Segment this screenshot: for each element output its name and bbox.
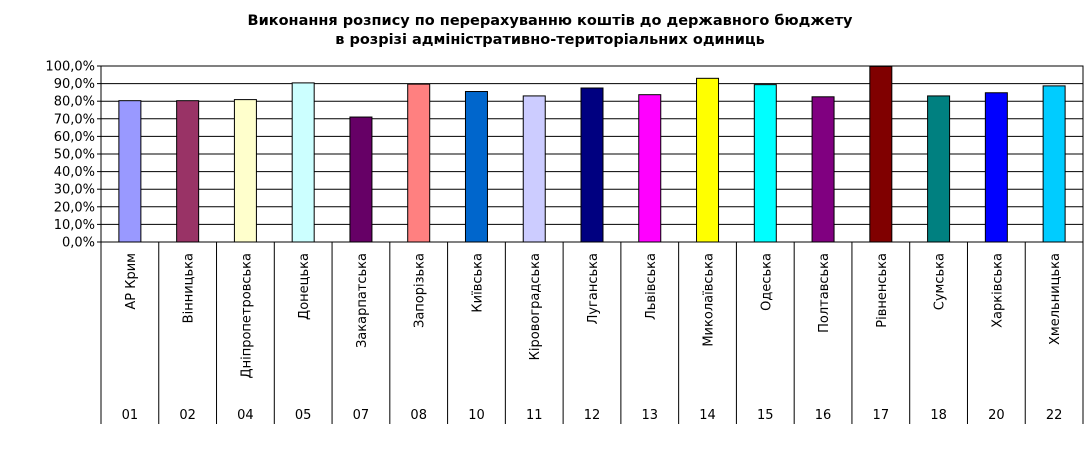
- category-code-label: 11: [526, 408, 543, 423]
- bar: [291, 82, 315, 243]
- y-tick-label: 40,0%: [54, 165, 95, 180]
- category-name-label: Запорізька: [413, 253, 428, 328]
- category-name-label: Львівська: [644, 253, 659, 320]
- y-tick-label: 70,0%: [54, 112, 95, 127]
- category-code-label: 17: [873, 408, 890, 423]
- chart-title-line-2: в розрізі адміністративно-територіальних…: [335, 32, 765, 48]
- category-name-label: Сумська: [933, 253, 948, 310]
- category-name-label: АР Крим: [124, 253, 139, 310]
- bar: [1042, 85, 1066, 243]
- category-name-label: Вінницька: [182, 253, 197, 323]
- category-name-label: Кіровоградська: [528, 253, 543, 360]
- bar: [927, 95, 951, 243]
- bar: [984, 92, 1008, 243]
- bar: [638, 94, 662, 243]
- category-code-label: 01: [122, 408, 139, 423]
- bar: [233, 99, 257, 243]
- chart-title: Виконання розпису по перерахуванню кошті…: [0, 12, 1086, 50]
- category-code-label: 08: [410, 408, 427, 423]
- category-name-label: Дніпропетровська: [239, 253, 254, 379]
- category-name-label: Луганська: [586, 253, 601, 324]
- category-code-label: 02: [179, 408, 196, 423]
- category-name-label: Харківська: [990, 253, 1005, 328]
- category-code-label: 20: [988, 408, 1005, 423]
- category-name-label: Київська: [470, 253, 485, 313]
- bar: [407, 83, 431, 243]
- bar: [118, 100, 142, 243]
- category-code-label: 22: [1046, 408, 1063, 423]
- category-name-label: Хмельницька: [1048, 253, 1063, 345]
- category-code-label: 14: [699, 408, 716, 423]
- category-name-label: Полтавська: [817, 253, 832, 333]
- category-name-label: Одеська: [759, 253, 774, 311]
- bar: [580, 87, 604, 243]
- bar: [811, 96, 835, 243]
- bar: [696, 77, 720, 243]
- bar: [869, 65, 893, 243]
- category-code-label: 04: [237, 408, 254, 423]
- y-tick-label: 10,0%: [54, 218, 95, 233]
- category-name-label: Закарпатська: [355, 253, 370, 348]
- category-code-label: 15: [757, 408, 774, 423]
- chart-title-line-1: Виконання розпису по перерахуванню кошті…: [247, 13, 853, 29]
- category-code-label: 16: [815, 408, 832, 423]
- category-code-label: 05: [295, 408, 312, 423]
- bar: [349, 116, 373, 243]
- y-tick-label: 80,0%: [54, 95, 95, 110]
- y-tick-label: 30,0%: [54, 183, 95, 198]
- bar: [176, 100, 200, 243]
- category-name-label: Миколаївська: [702, 253, 717, 347]
- y-tick-label: 0,0%: [62, 236, 95, 251]
- y-tick-label: 90,0%: [54, 77, 95, 92]
- category-code-label: 07: [353, 408, 370, 423]
- bar: [522, 95, 546, 243]
- category-code-label: 13: [641, 408, 658, 423]
- category-name-label: Донецька: [297, 253, 312, 320]
- category-code-label: 10: [468, 408, 485, 423]
- bar: [464, 91, 488, 243]
- category-code-label: 18: [930, 408, 947, 423]
- category-code-label: 12: [584, 408, 601, 423]
- bar: [753, 84, 777, 243]
- category-name-label: Рівненська: [875, 253, 890, 328]
- y-tick-label: 60,0%: [54, 130, 95, 145]
- y-tick-label: 50,0%: [54, 148, 95, 163]
- y-tick-label: 100,0%: [45, 60, 95, 75]
- y-tick-label: 20,0%: [54, 200, 95, 215]
